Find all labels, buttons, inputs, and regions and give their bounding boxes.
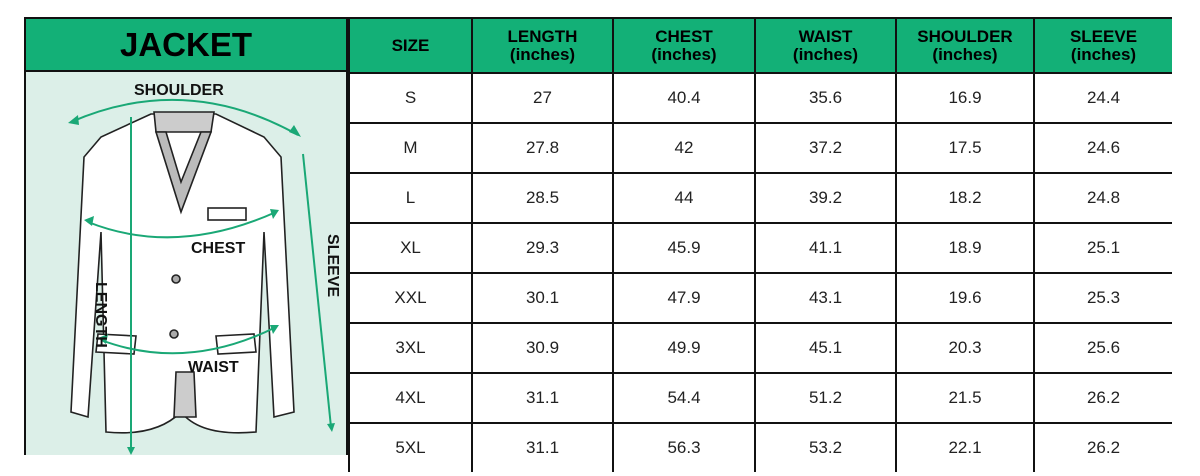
column-label: LENGTH [507,26,578,46]
cell-shoulder: 18.9 [895,222,1035,274]
cell-chest: 40.4 [612,72,756,124]
cell-waist: 35.6 [754,72,897,124]
column-label: CHEST [655,26,713,46]
sleeve-arrow [302,153,332,428]
cell-waist: 39.2 [754,172,897,224]
length-label: LENGTH [92,282,109,348]
column-header-sleeve: SLEEVE (inches) [1033,19,1172,74]
table-row: L 28.5 44 39.2 18.2 24.8 [348,172,1172,224]
column-unit: (inches) [932,44,998,64]
column-label: SIZE [391,35,430,55]
cell-sleeve: 24.8 [1033,172,1172,224]
cell-size: XL [348,222,473,274]
column-unit: (inches) [509,44,576,64]
table-row: 5XL 31.1 56.3 53.2 22.1 26.2 [348,422,1172,472]
column-header-size: SIZE [348,19,473,74]
cell-shoulder: 17.5 [895,122,1035,174]
cell-waist: 37.2 [754,122,897,174]
chest-arrow [87,211,277,239]
cell-length: 30.9 [471,322,614,374]
column-header-waist: WAIST (inches) [754,19,897,74]
table-row: S 27 40.4 35.6 16.9 24.4 [348,72,1172,124]
cell-shoulder: 20.3 [895,322,1035,374]
cell-shoulder: 16.9 [895,72,1035,124]
cell-length: 31.1 [471,422,614,472]
column-label: WAIST [798,26,853,46]
cell-size: 5XL [348,422,473,472]
column-header-length: LENGTH (inches) [471,19,614,74]
cell-waist: 53.2 [754,422,897,472]
shoulder-label: SHOULDER [134,82,224,99]
table-row: 3XL 30.9 49.9 45.1 20.3 25.6 [348,322,1172,374]
cell-length: 29.3 [471,222,614,274]
cell-waist: 43.1 [754,272,897,324]
cell-chest: 44 [612,172,756,224]
cell-chest: 45.9 [612,222,756,274]
cell-size: M [348,122,473,174]
shoulder-arrow [70,98,299,136]
cell-length: 31.1 [471,372,614,424]
table-row: XXL 30.1 47.9 43.1 19.6 25.3 [348,272,1172,324]
table-row: 4XL 31.1 54.4 51.2 21.5 26.2 [348,372,1172,424]
cell-chest: 49.9 [612,322,756,374]
column-unit: (inches) [792,44,859,64]
cell-length: 30.1 [471,272,614,324]
table-row: M 27.8 42 37.2 17.5 24.6 [348,122,1172,174]
chart-title: JACKET [26,19,348,72]
size-table: SIZE LENGTH (inches) CHEST (inches) WAIST (inc… [348,19,1172,472]
cell-size: 4XL [348,372,473,424]
column-header-shoulder: SHOULDER (inches) [895,19,1035,74]
cell-length: 27 [471,72,614,124]
header-row: SIZE LENGTH (inches) CHEST (inches) WAIST (inc… [348,19,1172,74]
cell-sleeve: 25.3 [1033,272,1172,324]
table-row: XL 29.3 45.9 41.1 18.9 25.1 [348,222,1172,274]
cell-length: 28.5 [471,172,614,224]
cell-waist: 41.1 [754,222,897,274]
cell-sleeve: 24.4 [1033,72,1172,124]
cell-size: 3XL [348,322,473,374]
chest-label: CHEST [191,240,246,257]
cell-size: XXL [348,272,473,324]
cell-sleeve: 25.6 [1033,322,1172,374]
column-header-chest: CHEST (inches) [612,19,756,74]
cell-shoulder: 19.6 [895,272,1035,324]
waist-label: WAIST [188,359,239,376]
column-label: SHOULDER [917,26,1013,46]
cell-chest: 47.9 [612,272,756,324]
cell-length: 27.8 [471,122,614,174]
sleeve-label: SLEEVE [324,234,341,298]
cell-shoulder: 21.5 [895,372,1035,424]
column-label: SLEEVE [1069,26,1138,46]
cell-waist: 51.2 [754,372,897,424]
cell-chest: 56.3 [612,422,756,472]
cell-chest: 42 [612,122,756,174]
cell-shoulder: 22.1 [895,422,1035,472]
cell-sleeve: 26.2 [1033,422,1172,472]
cell-size: L [348,172,473,224]
jacket-diagram: SHOULDER CHEST WAIST LENGTH SLEEVE [26,72,348,455]
cell-size: S [348,72,473,124]
cell-sleeve: 24.6 [1033,122,1172,174]
cell-shoulder: 18.2 [895,172,1035,224]
size-chart: JACKET [24,17,1172,472]
column-unit: (inches) [1070,44,1137,64]
cell-chest: 54.4 [612,372,756,424]
cell-waist: 45.1 [754,322,897,374]
jacket-illustration [68,98,335,455]
column-unit: (inches) [651,44,717,64]
waist-arrow [100,326,277,355]
cell-sleeve: 25.1 [1033,222,1172,274]
cell-sleeve: 26.2 [1033,372,1172,424]
